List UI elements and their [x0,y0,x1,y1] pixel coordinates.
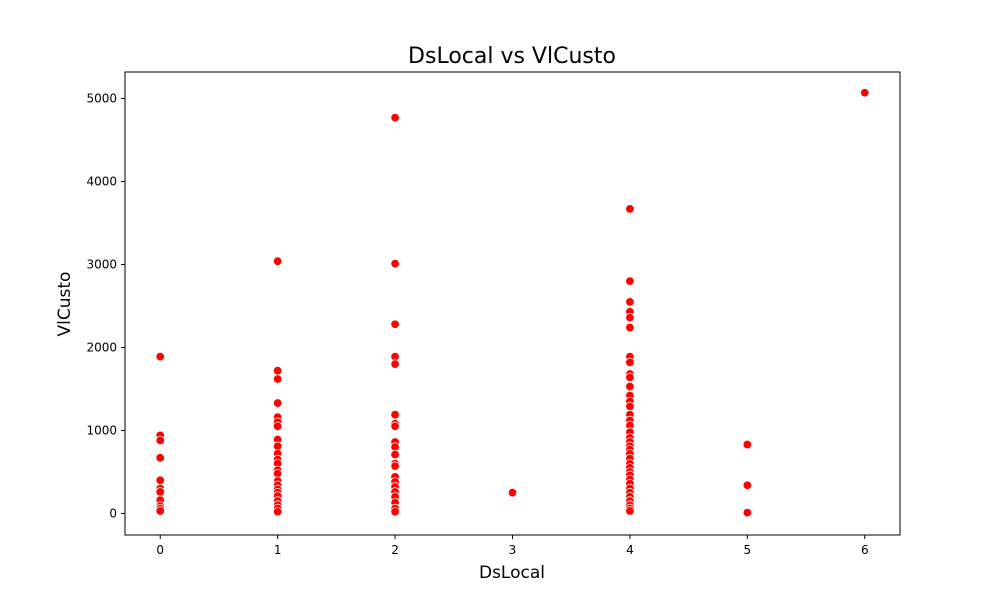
scatter-point [390,359,400,369]
scatter-point [272,366,283,376]
scatter-point [390,421,400,432]
scatter-point [155,453,165,463]
scatter-point [272,256,283,266]
scatter-point [625,322,635,333]
scatter-point [625,381,635,392]
scatter-point [272,421,283,432]
scatter-point [860,88,870,98]
x-tick-label: 3 [509,543,517,557]
scatter-point [272,507,283,517]
scatter-point [272,374,283,384]
x-axis: 0 1 2 3 4 5 6 [156,535,869,557]
x-tick-label: 5 [744,543,752,557]
data-points [155,88,870,518]
x-tick-label: 6 [861,543,869,557]
y-axis-label: VlCusto [55,272,75,337]
scatter-point [625,204,635,214]
y-tick-label: 4000 [86,175,117,189]
scatter-point [625,357,635,368]
y-tick-label: 0 [109,506,117,520]
scatter-point [507,487,518,498]
scatter-point [390,507,400,517]
scatter-point [742,480,753,490]
x-tick-label: 1 [274,543,282,557]
plot-frame [124,71,901,536]
scatter-point [742,439,753,450]
chart-title: DsLocal vs VlCusto [408,44,616,69]
scatter-point [155,475,165,485]
scatter-point [155,506,165,516]
scatter-point [625,276,635,286]
scatter-point [625,401,635,412]
scatter-point [625,312,635,323]
scatter-point [390,112,400,123]
scatter-point [390,258,400,269]
scatter-point [390,319,400,329]
scatter-point [625,372,635,383]
x-tick-label: 4 [626,543,634,557]
scatter-point [155,351,165,362]
y-tick-label: 5000 [86,92,117,106]
scatter-point [272,398,283,408]
scatter-point [155,487,165,497]
scatter-point [390,461,400,471]
scatter-point [390,409,400,420]
x-axis-label: DsLocal [479,563,545,583]
y-axis: 0 1000 2000 3000 4000 5000 [86,92,125,520]
scatter-point [390,449,400,460]
scatter-point [742,507,753,518]
y-tick-label: 1000 [86,423,117,437]
x-tick-label: 2 [391,543,399,557]
scatter-point [625,297,635,307]
scatter-point [625,506,635,516]
x-tick-label: 0 [156,543,164,557]
y-tick-label: 2000 [86,340,117,354]
y-tick-label: 3000 [86,258,117,272]
scatter-point [155,435,165,446]
